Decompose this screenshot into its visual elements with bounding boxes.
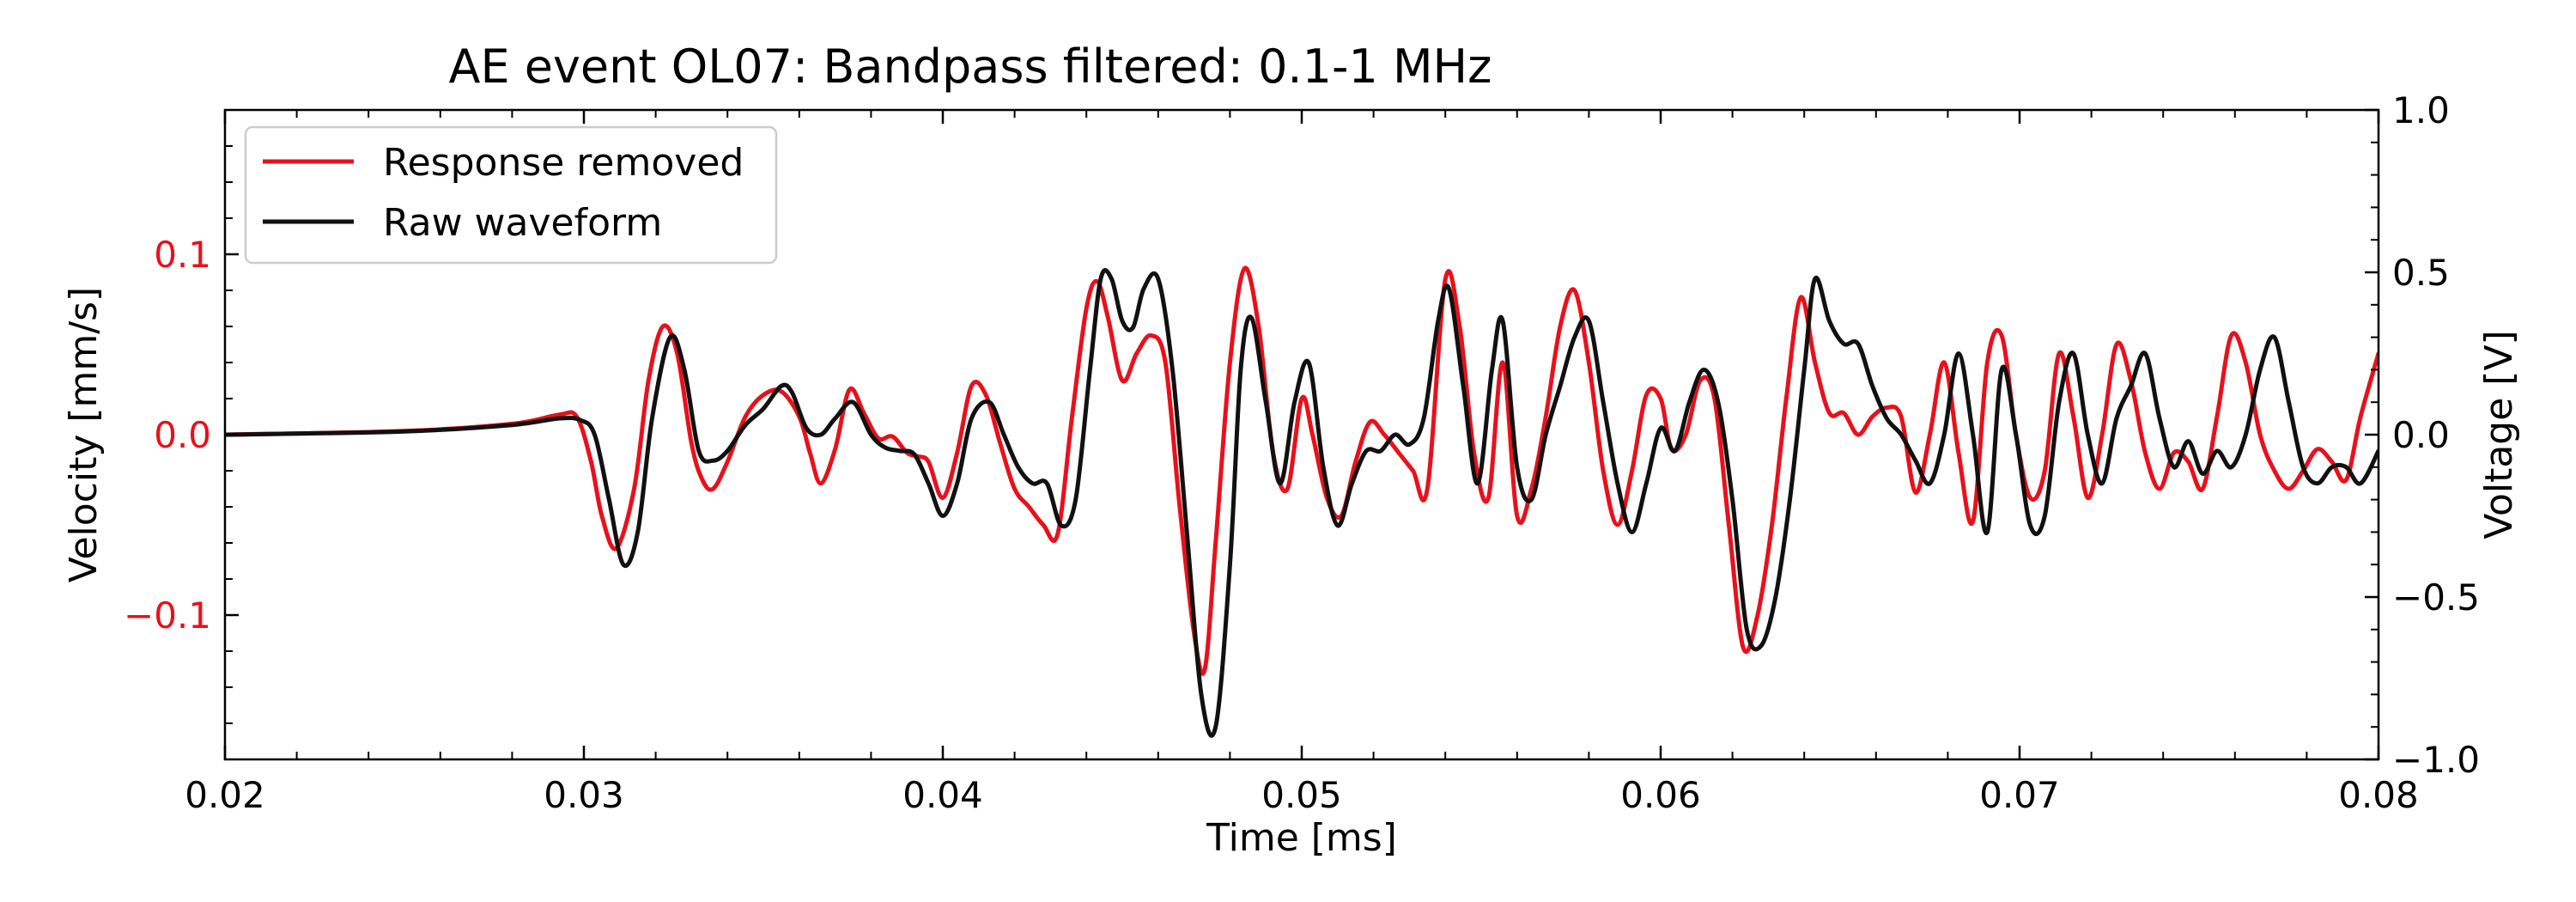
x-tick-label: 0.06 [1620,774,1701,816]
x-tick-label: 0.02 [185,774,265,816]
y-left-tick-label: 0.1 [154,234,211,276]
x-tick-label: 0.04 [902,774,983,816]
x-tick-label: 0.03 [544,774,624,816]
x-tick-label: 0.05 [1261,774,1342,816]
y-right-tick-label: 0.5 [2392,252,2450,294]
y-axis-right-title: Voltage [V] [2477,330,2521,539]
series-layer [225,265,2379,738]
y-axis-left-title: Velocity [mm/s] [62,287,106,582]
y-left-tick-label: 0.0 [154,414,211,456]
series-line-response-removed [225,265,2379,676]
x-tick-label: 0.08 [2338,774,2419,816]
y-axis-right: −1.0 −0.5 0.0 0.5 1.0 [2365,89,2480,781]
y-axis-left: −0.1 0.0 0.1 [124,145,239,724]
x-axis: 0.02 0.03 0.04 0.05 0.06 0.07 0.08 [185,110,2419,816]
legend-label-response-removed: Response removed [383,141,744,185]
chart-title: AE event OL07: Bandpass filtered: 0.1-1 … [449,40,1492,94]
y-right-tick-label: −0.5 [2392,576,2480,619]
y-right-tick-label: 0.0 [2392,414,2450,456]
series-line-raw-waveform [225,268,2379,738]
y-right-tick-label: −1.0 [2392,739,2480,781]
y-left-tick-label: −0.1 [124,594,211,637]
y-right-tick-label: 1.0 [2392,89,2450,131]
legend-label-raw-waveform: Raw waveform [383,201,662,245]
legend: Response removed Raw waveform [244,125,778,265]
x-axis-title: Time [ms] [1206,816,1397,860]
x-tick-label: 0.07 [1979,774,2060,816]
legend-box [244,125,778,265]
